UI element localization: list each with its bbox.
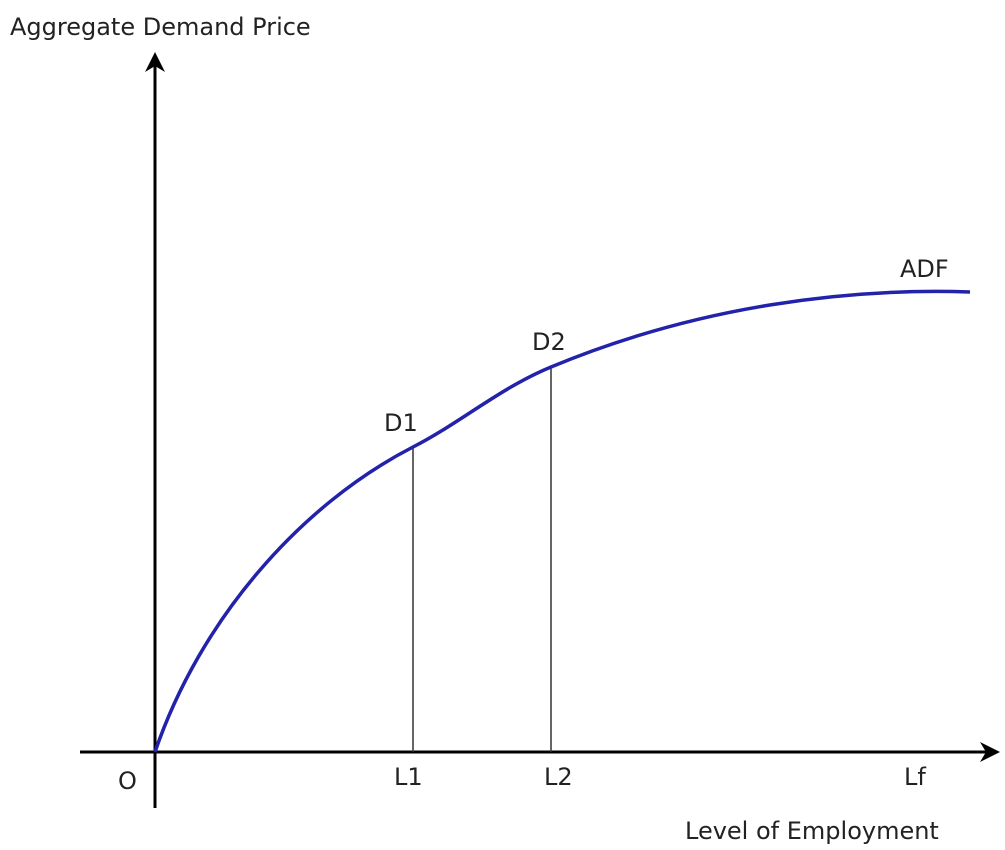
point-label: D2 [532, 328, 566, 356]
x-point-label: Lf [904, 763, 926, 791]
adf-curve [153, 289, 971, 753]
x-axis-label: Level of Employment [685, 817, 939, 845]
x-point-label: L1 [394, 763, 423, 791]
curve-label: ADF [900, 255, 949, 283]
y-axis-label: Aggregate Demand Price [10, 13, 311, 41]
x-point-label: O [118, 767, 137, 795]
point-label: D1 [384, 409, 418, 437]
x-point-label: L2 [544, 763, 573, 791]
